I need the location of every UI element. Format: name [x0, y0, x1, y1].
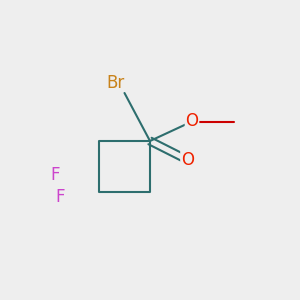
Text: F: F — [55, 188, 64, 206]
Text: F: F — [50, 167, 60, 184]
Text: O: O — [181, 151, 194, 169]
Text: Br: Br — [106, 74, 125, 92]
Text: O: O — [185, 112, 199, 130]
